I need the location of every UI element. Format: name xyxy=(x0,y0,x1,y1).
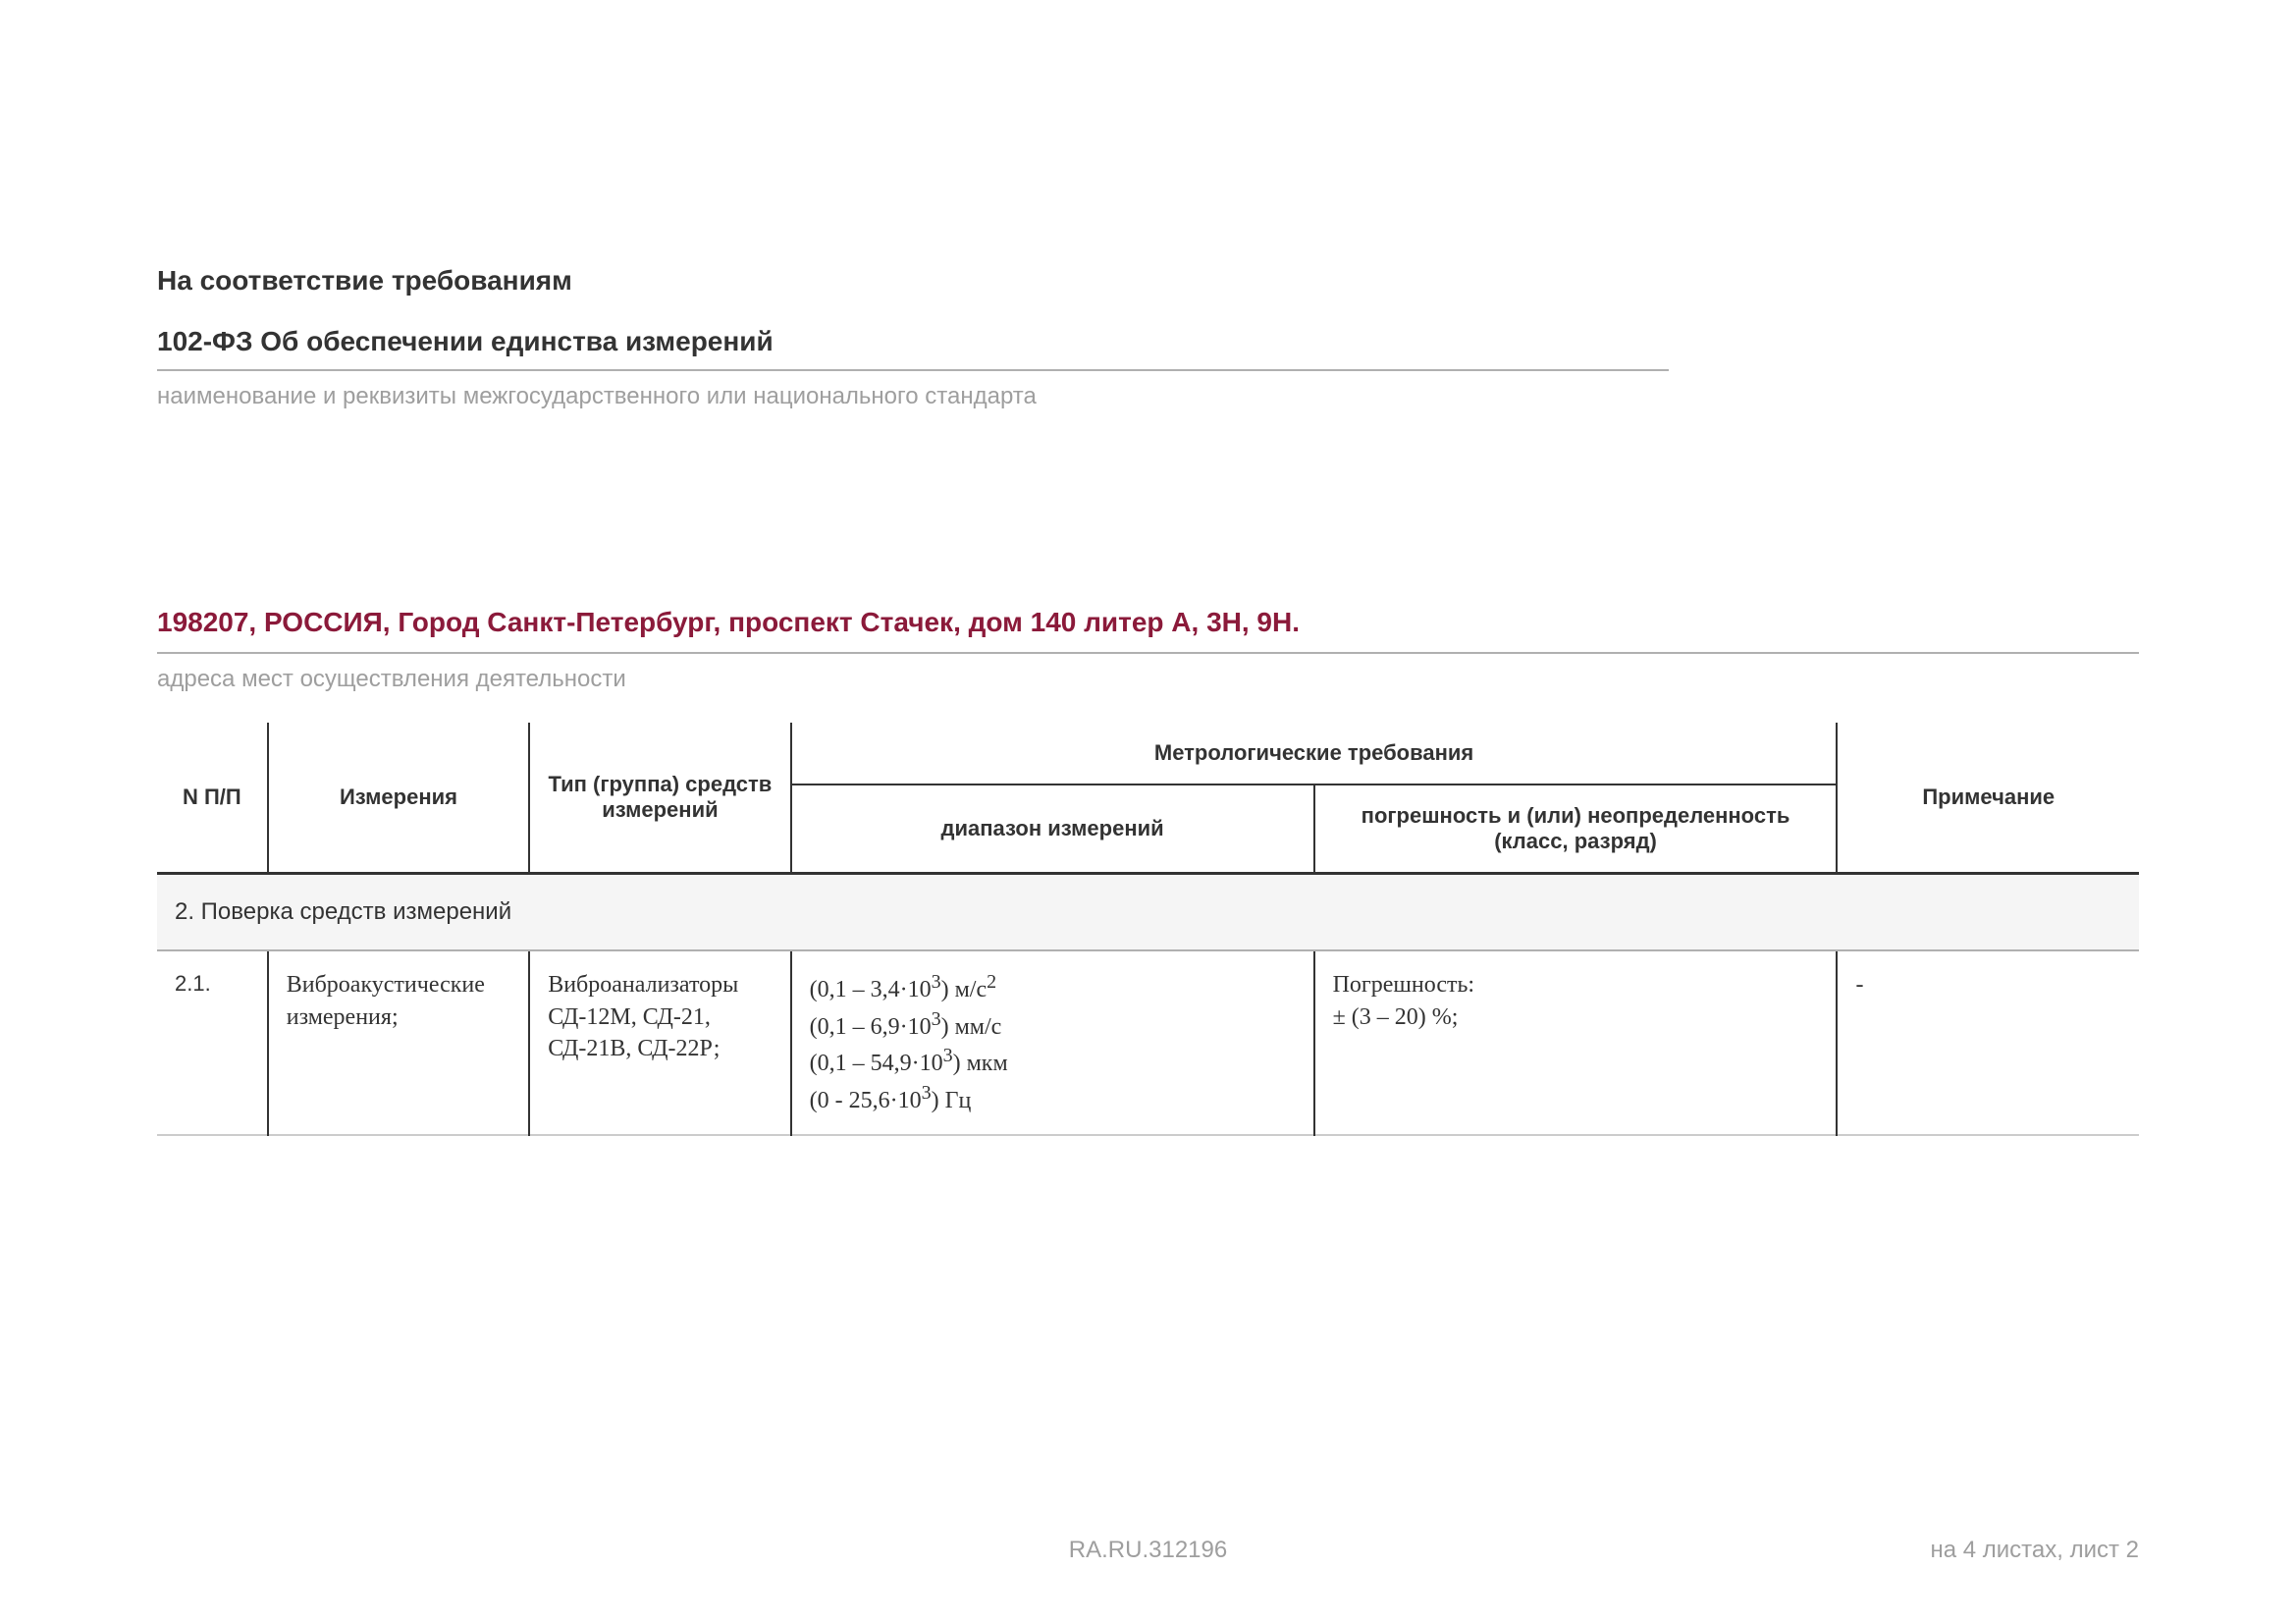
table-row: 2.1. Виброакустические измерения; Виброа… xyxy=(157,950,2139,1135)
page-footer: RA.RU.312196 на 4 листах, лист 2 xyxy=(0,1537,2296,1564)
th-error: погрешность и (или) неопределенность (кл… xyxy=(1314,784,1838,874)
address-line: 198207, РОССИЯ, Город Санкт-Петербург, п… xyxy=(157,607,2139,654)
footer-center: RA.RU.312196 xyxy=(0,1537,2296,1564)
cell-error: Погрешность: ± (3 – 20) %; xyxy=(1314,950,1838,1135)
th-metrological: Метрологические требования xyxy=(791,723,1838,784)
cell-range: (0,1 – 3,4·103) м/с2(0,1 – 6,9·103) мм/с… xyxy=(791,950,1314,1135)
th-n: N П/П xyxy=(157,723,268,874)
accreditation-table: N П/П Измерения Тип (группа) средств изм… xyxy=(157,723,2139,1136)
law-line: 102-ФЗ Об обеспечении единства измерений xyxy=(157,326,1669,371)
th-note: Примечание xyxy=(1837,723,2139,874)
cell-note: - xyxy=(1837,950,2139,1135)
standard-caption: наименование и реквизиты межгосударствен… xyxy=(157,383,2139,410)
th-range: диапазон измерений xyxy=(791,784,1314,874)
address-caption: адреса мест осуществления деятельности xyxy=(157,666,2139,693)
page: На соответствие требованиям 102-ФЗ Об об… xyxy=(0,0,2296,1623)
th-type: Тип (группа) средств измерений xyxy=(529,723,790,874)
compliance-title: На соответствие требованиям xyxy=(157,265,2139,297)
cell-type: Виброанализаторы СД-12М, СД-21, СД-21В, … xyxy=(529,950,790,1135)
cell-n: 2.1. xyxy=(157,950,268,1135)
th-measurements: Измерения xyxy=(268,723,529,874)
cell-measurements: Виброакустические измерения; xyxy=(268,950,529,1135)
section-title: 2. Поверка средств измерений xyxy=(157,874,2139,951)
